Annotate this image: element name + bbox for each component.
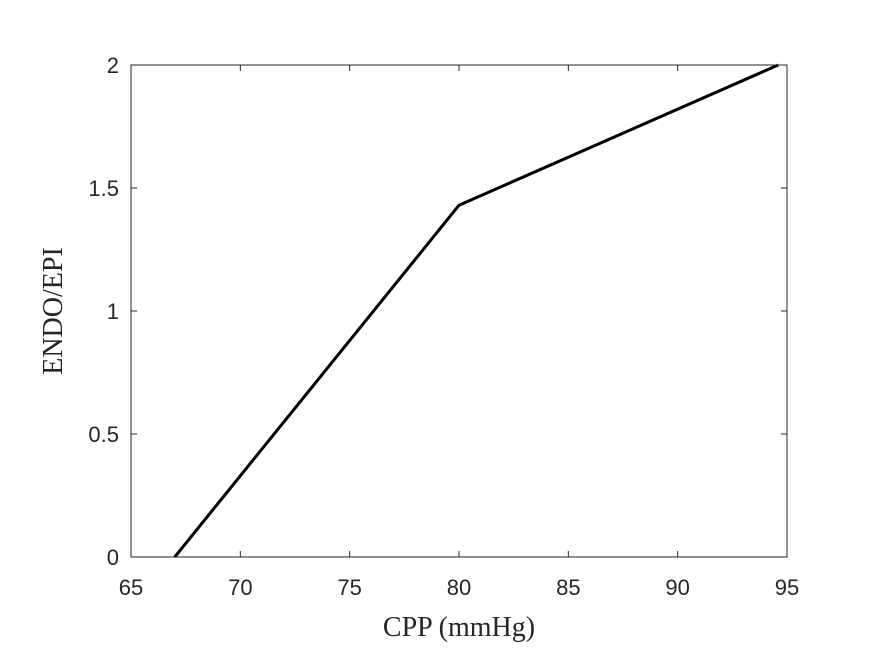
x-tick-label: 80 bbox=[447, 575, 471, 600]
y-tick-label: 0.5 bbox=[88, 422, 119, 447]
x-tick-label: 90 bbox=[665, 575, 689, 600]
x-tick-label: 65 bbox=[119, 575, 143, 600]
x-tick-label: 70 bbox=[228, 575, 252, 600]
y-tick-label: 1 bbox=[107, 299, 119, 324]
y-tick-label: 0 bbox=[107, 545, 119, 570]
y-tick-label: 2 bbox=[107, 53, 119, 78]
axes-box bbox=[130, 64, 788, 558]
series bbox=[173, 63, 779, 558]
x-tick-label: 85 bbox=[556, 575, 580, 600]
y-axis-label: ENDO/EPI bbox=[38, 247, 69, 375]
x-tick-label: 75 bbox=[337, 575, 361, 600]
plot-area bbox=[131, 65, 787, 557]
x-tick-label: 95 bbox=[775, 575, 799, 600]
series-line-1 bbox=[173, 63, 779, 558]
tick-labels: 65 70 75 80 85 90 95 0 0.5 1 1.5 2 bbox=[88, 53, 799, 600]
y-tick-label: 1.5 bbox=[88, 176, 119, 201]
x-axis-label: CPP (mmHg) bbox=[383, 612, 535, 643]
